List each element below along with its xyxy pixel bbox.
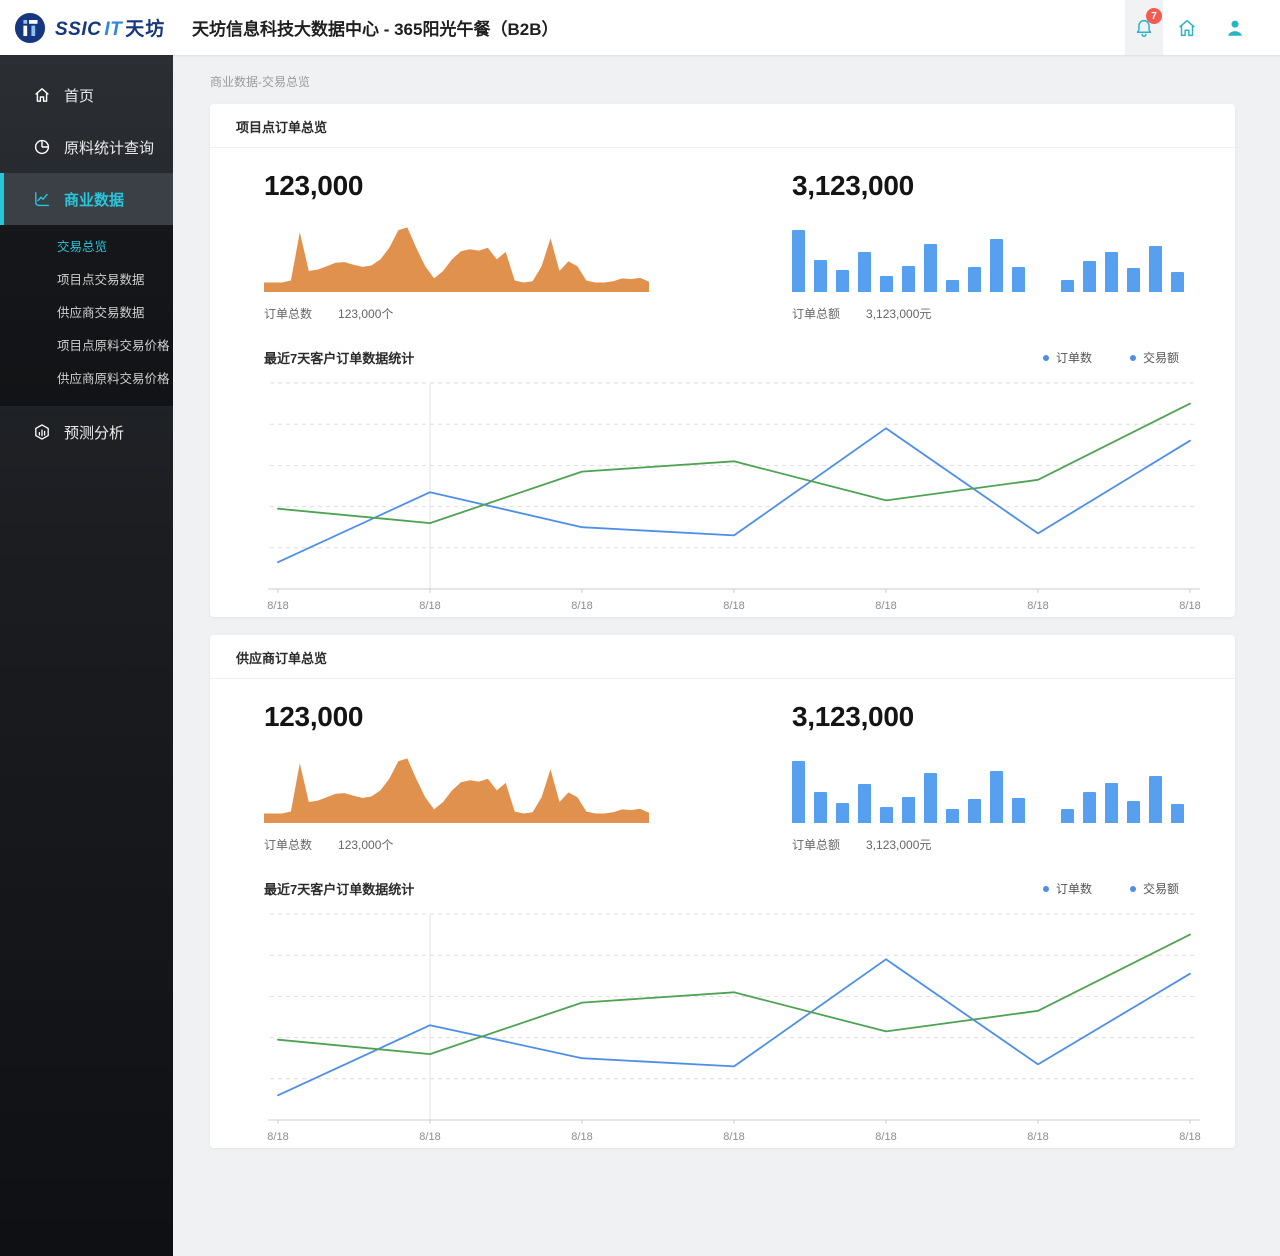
svg-text:8/18: 8/18 — [875, 1131, 896, 1143]
sidebar-item-label: 首页 — [64, 87, 95, 105]
svg-text:8/18: 8/18 — [419, 600, 440, 612]
trend-title: 最近7天客户订单数据统计 — [264, 882, 415, 897]
card-title: 项目点订单总览 — [210, 104, 1235, 148]
svg-text:8/18: 8/18 — [1179, 1131, 1200, 1143]
sidebar-submenu: 交易总览 项目点交易数据 供应商交易数据 项目点原料交易价格 供应商原料交易价格 — [0, 225, 173, 406]
user-profile-button[interactable] — [1218, 0, 1252, 55]
stats-row: 123,000 订单总数 123,000个 3,123,000 订单总额 3,1… — [210, 679, 1235, 853]
submenu-item-site-transactions[interactable]: 项目点交易数据 — [57, 273, 145, 287]
home-button[interactable] — [1170, 0, 1204, 55]
orders-trend-line-chart: 8/18 8/18 8/18 8/18 8/18 8/18 8/18 — [264, 377, 1204, 617]
stat-unit-value: 3,123,000元 — [866, 307, 932, 321]
submenu-item-site-material-prices[interactable]: 项目点原料交易价格 — [57, 339, 170, 353]
brand-logo[interactable]: SSIC IT 天坊 — [0, 12, 178, 44]
top-bar: SSIC IT 天坊 天坊信息科技大数据中心 - 365阳光午餐（B2B） 7 — [0, 0, 1280, 55]
top-bar-actions: 7 — [1125, 0, 1280, 55]
page-title: 天坊信息科技大数据中心 - 365阳光午餐（B2B） — [192, 20, 559, 39]
trend-header: 最近7天客户订单数据统计 订单数 交易额 — [210, 322, 1235, 367]
brand-logo-icon — [14, 12, 46, 44]
legend-item-transaction-amount[interactable]: 交易额 — [1129, 880, 1179, 897]
order-count-caption: 订单总数 123,000个 — [264, 305, 654, 322]
order-count-stat: 123,000 订单总数 123,000个 — [264, 697, 654, 853]
order-count-value: 123,000 — [264, 701, 364, 732]
legend-dot-icon — [1042, 354, 1049, 361]
chart-legend: 订单数 交易额 — [1042, 349, 1179, 366]
legend-dot-icon — [1042, 885, 1049, 892]
sidebar-item-business-data[interactable]: 商业数据 — [0, 173, 173, 225]
sidebar: 首页 原料统计查询 商业数据 交易总览 — [0, 55, 173, 1256]
order-amount-stat: 3,123,000 订单总额 3,123,000元 — [792, 166, 1184, 322]
svg-text:8/18: 8/18 — [1179, 600, 1200, 612]
stat-label: 订单总数 — [264, 838, 313, 852]
sidebar-item-label: 原料统计查询 — [64, 139, 155, 157]
order-amount-value: 3,123,000 — [792, 170, 914, 201]
cube-chart-icon — [33, 423, 51, 441]
breadcrumb: 商业数据-交易总览 — [210, 75, 310, 89]
home-icon — [33, 86, 51, 104]
main-content: 商业数据-交易总览 项目点订单总览 123,000 订单总数 123,000个 … — [173, 55, 1280, 1256]
orders-sparkline-chart — [264, 220, 649, 292]
legend-item-transaction-amount[interactable]: 交易额 — [1129, 349, 1179, 366]
svg-text:8/18: 8/18 — [1027, 600, 1048, 612]
svg-text:8/18: 8/18 — [267, 600, 288, 612]
notification-count-badge: 7 — [1146, 8, 1162, 24]
legend-item-order-count[interactable]: 订单数 — [1042, 880, 1092, 897]
home-icon — [1179, 19, 1195, 36]
stat-unit-value: 3,123,000元 — [866, 838, 932, 852]
line-chart-icon — [33, 190, 51, 208]
pie-chart-icon — [33, 138, 51, 156]
card-title: 供应商订单总览 — [210, 635, 1235, 679]
submenu-item-supplier-transactions[interactable]: 供应商交易数据 — [57, 306, 145, 320]
svg-text:8/18: 8/18 — [571, 600, 592, 612]
sidebar-item-home[interactable]: 首页 — [0, 69, 173, 121]
brand-name: SSIC IT 天坊 — [55, 19, 166, 40]
sidebar-item-label: 商业数据 — [64, 191, 125, 209]
amount-bar-chart — [792, 751, 1184, 823]
svg-text:8/18: 8/18 — [419, 1131, 440, 1143]
legend-label: 订单数 — [1055, 351, 1092, 365]
chart-legend: 订单数 交易额 — [1042, 880, 1179, 897]
orders-trend-line-chart: 8/18 8/18 8/18 8/18 8/18 8/18 8/18 — [264, 908, 1204, 1148]
card-supplier-orders-overview: 供应商订单总览 123,000 订单总数 123,000个 3,123,000 … — [210, 635, 1235, 1148]
order-count-caption: 订单总数 123,000个 — [264, 836, 654, 853]
sidebar-item-label: 预测分析 — [64, 424, 125, 442]
svg-text:8/18: 8/18 — [723, 1131, 744, 1143]
legend-label: 交易额 — [1142, 882, 1179, 896]
svg-text:8/18: 8/18 — [267, 1131, 288, 1143]
order-amount-caption: 订单总额 3,123,000元 — [792, 836, 1182, 853]
stat-unit-value: 123,000个 — [338, 307, 394, 321]
order-amount-caption: 订单总额 3,123,000元 — [792, 305, 1182, 322]
sidebar-item-material-stats[interactable]: 原料统计查询 — [0, 121, 173, 173]
legend-label: 交易额 — [1142, 351, 1179, 365]
stat-label: 订单总额 — [792, 307, 841, 321]
submenu-item-supplier-material-prices[interactable]: 供应商原料交易价格 — [57, 372, 170, 386]
order-amount-value: 3,123,000 — [792, 701, 914, 732]
svg-text:8/18: 8/18 — [723, 600, 744, 612]
stat-label: 订单总数 — [264, 307, 313, 321]
trend-header: 最近7天客户订单数据统计 订单数 交易额 — [210, 853, 1235, 898]
stats-row: 123,000 订单总数 123,000个 3,123,000 订单总额 3,1… — [210, 148, 1235, 322]
submenu-item-transaction-overview[interactable]: 交易总览 — [57, 240, 108, 254]
svg-text:8/18: 8/18 — [571, 1131, 592, 1143]
legend-dot-icon — [1129, 885, 1136, 892]
orders-sparkline-chart — [264, 751, 649, 823]
trend-title: 最近7天客户订单数据统计 — [264, 351, 415, 366]
stat-label: 订单总额 — [792, 838, 841, 852]
user-icon — [1228, 20, 1242, 36]
legend-item-order-count[interactable]: 订单数 — [1042, 349, 1092, 366]
notification-bell-button[interactable]: 7 — [1125, 0, 1163, 55]
legend-label: 订单数 — [1055, 882, 1092, 896]
legend-dot-icon — [1129, 354, 1136, 361]
svg-text:8/18: 8/18 — [1027, 1131, 1048, 1143]
order-amount-stat: 3,123,000 订单总额 3,123,000元 — [792, 697, 1184, 853]
stat-unit-value: 123,000个 — [338, 838, 394, 852]
sidebar-item-forecast[interactable]: 预测分析 — [0, 406, 173, 458]
card-site-orders-overview: 项目点订单总览 123,000 订单总数 123,000个 3,123,000 … — [210, 104, 1235, 617]
order-count-value: 123,000 — [264, 170, 364, 201]
amount-bar-chart — [792, 220, 1184, 292]
order-count-stat: 123,000 订单总数 123,000个 — [264, 166, 654, 322]
svg-text:8/18: 8/18 — [875, 600, 896, 612]
